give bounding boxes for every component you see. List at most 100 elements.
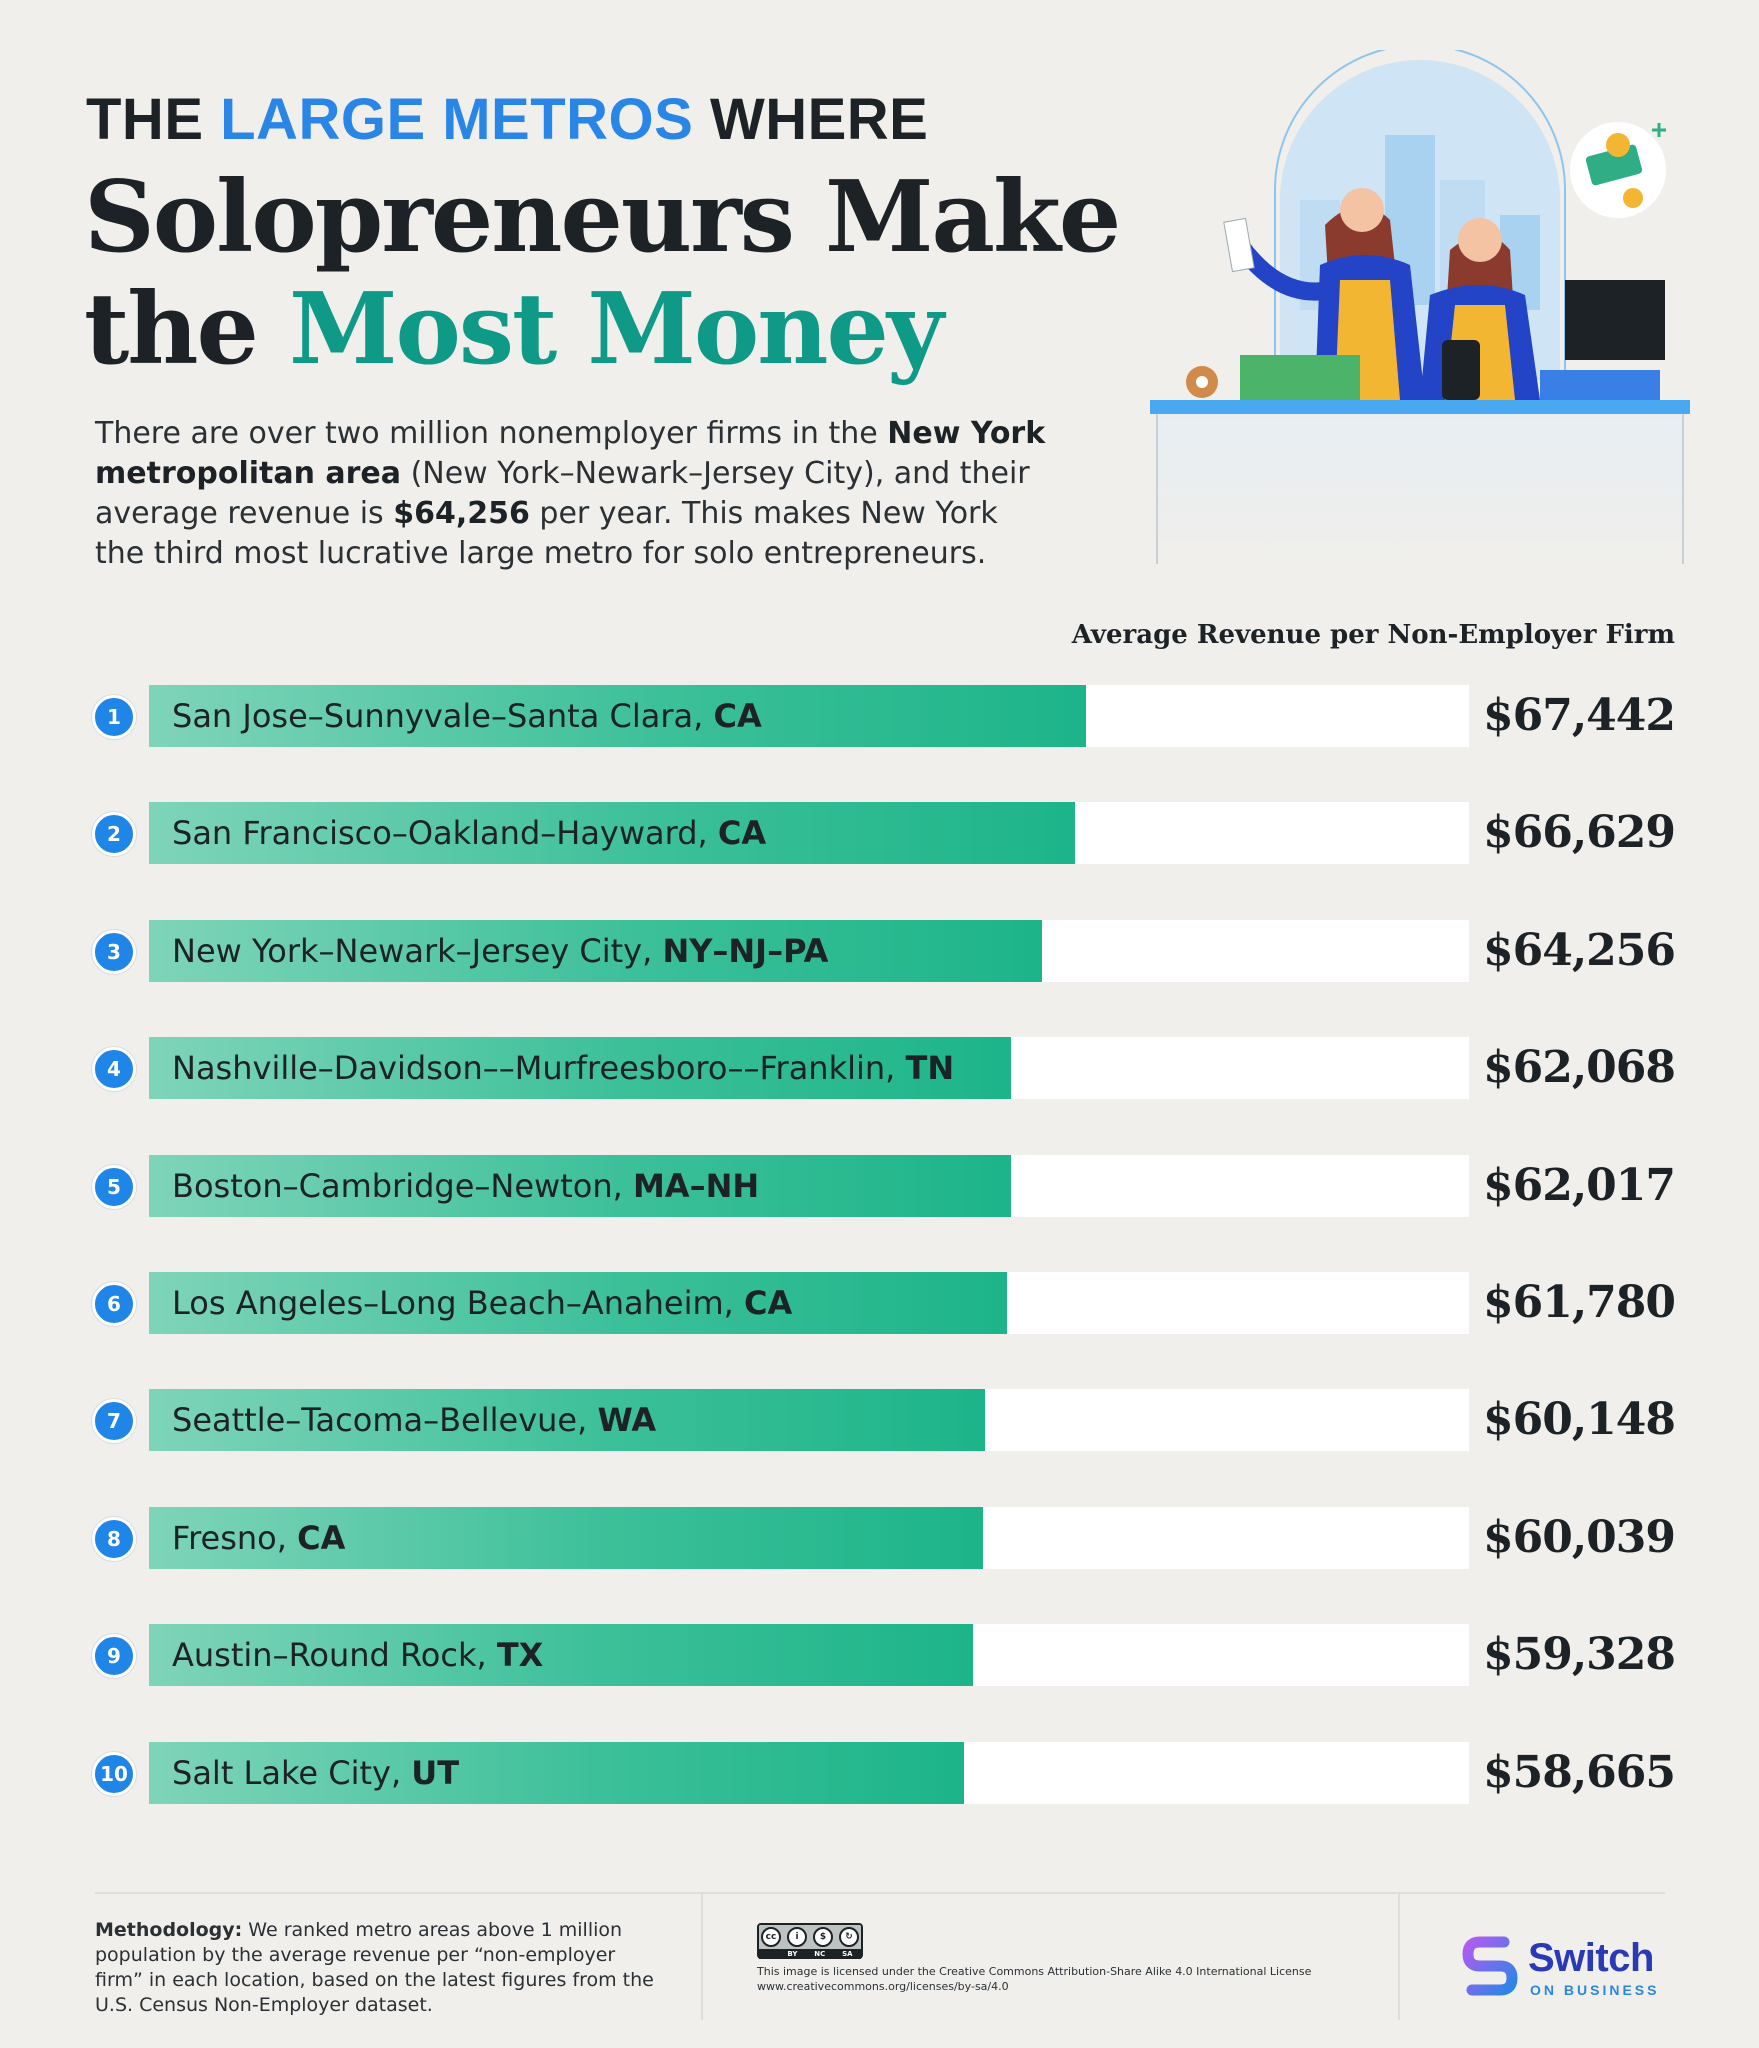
bar (149, 685, 1087, 747)
metro-name: New York–Newark–Jersey City, (172, 931, 663, 970)
title-line-3-accent: Most Money (289, 272, 944, 387)
intro-paragraph: There are over two million nonemployer f… (95, 414, 1055, 574)
bar (149, 1506, 984, 1569)
bar (149, 1272, 1008, 1334)
chart-row: 2 San Francisco–Oakland–Hayward, CA $66,62… (0, 802, 1759, 865)
metro-state: CA (297, 1518, 346, 1557)
metro-name: Nashville–Davidson––Murfreesboro––Frankl… (172, 1049, 906, 1088)
rank-badge: 10 (92, 1751, 136, 1796)
receipt (1223, 217, 1255, 273)
cash-bill (1585, 144, 1643, 186)
metro-state: CA (717, 814, 767, 853)
plus-sign (1652, 123, 1666, 137)
chart-row: 1 San Jose–Sunnyvale–Santa Clara, CA $67,4… (0, 685, 1759, 747)
bar (149, 802, 1075, 865)
bar (149, 919, 1042, 982)
register-base (1540, 370, 1660, 400)
metro-name: San Francisco–Oakland–Hayward, (172, 814, 718, 853)
by-icon: i (787, 1927, 807, 1947)
chart-column-header: Average Revenue per Non-Employer Firm (1071, 620, 1675, 650)
rank-badge: 3 (92, 929, 136, 974)
value-label: $62,068 (1482, 1042, 1676, 1094)
bar-label: New York–Newark–Jersey City, NY–NJ–PA (172, 920, 828, 982)
counter-top (1150, 400, 1690, 414)
bottle (1442, 340, 1480, 400)
cc-label-by: BY (787, 1950, 798, 1958)
methodology-text: We ranked metro areas above 1 million po… (95, 1919, 654, 2016)
rank-badge: 6 (92, 1282, 136, 1326)
metro-state: TX (496, 1636, 544, 1675)
value-label: $62,017 (1482, 1159, 1676, 1211)
license-url[interactable]: www.creativecommons.org/licenses/by-sa/4… (757, 1980, 1009, 1993)
bar-label: Nashville–Davidson––Murfreesboro––Frankl… (172, 1037, 954, 1099)
chart-row: 3 New York–Newark–Jersey City, NY–NJ–PA $6… (0, 919, 1759, 982)
cc-icon: cc (761, 1927, 781, 1947)
title-prefix: THE (86, 87, 221, 152)
cc-label-sa: SA (842, 1950, 853, 1958)
metro-name: Austin–Round Rock, (172, 1636, 497, 1675)
value-label: $60,039 (1482, 1511, 1676, 1563)
chart-row: 6 Los Angeles–Long Beach–Anaheim, CA $61,7… (0, 1272, 1759, 1334)
sa-icon: ↻ (839, 1927, 859, 1947)
rank-badge: 2 (92, 812, 136, 857)
title-accent: LARGE METROS (220, 87, 694, 152)
title-line-3-prefix: the (84, 272, 289, 387)
chart-row: 7 Seattle–Tacoma–Bellevue, WA $60,148 (0, 1389, 1759, 1452)
license-line-1: This image is licensed under the Creativ… (757, 1965, 1312, 1978)
switch-logo-icon (1462, 1936, 1518, 1996)
metro-state: TN (905, 1049, 955, 1088)
value-label: $67,442 (1482, 690, 1676, 741)
metro-name: Boston–Cambridge–Newton, (172, 1166, 633, 1205)
metro-name: Salt Lake City, (172, 1753, 412, 1792)
value-label: $64,256 (1482, 924, 1676, 976)
shop-illustration (1150, 50, 1690, 564)
methodology-label: Methodology: (95, 1919, 243, 1941)
bar-label: Los Angeles–Long Beach–Anaheim, CA (172, 1272, 792, 1334)
metro-state: UT (411, 1753, 460, 1792)
footer-divider-2 (1398, 1892, 1400, 2020)
rank-badge: 8 (92, 1516, 136, 1561)
brand-name: Switch (1528, 1936, 1654, 1980)
register-screen (1565, 280, 1665, 360)
metro-state: NY–NJ–PA (662, 931, 829, 970)
title-line-2: Solopreneurs Make (84, 160, 1121, 275)
intro-text-3: per year. This makes New York the third … (95, 496, 998, 571)
bar (149, 1624, 974, 1687)
rank-badge: 7 (92, 1399, 136, 1444)
bar-label: San Francisco–Oakland–Hayward, CA (172, 802, 766, 864)
rank-badge: 4 (92, 1047, 136, 1092)
footer-divider-1 (701, 1892, 703, 2020)
bar (149, 1389, 985, 1452)
metro-name: Los Angeles–Long Beach–Anaheim, (172, 1284, 744, 1322)
methodology-note: Methodology: We ranked metro areas above… (95, 1918, 655, 2018)
chart-row: 5 Boston–Cambridge–Newton, MA–NH $62,017 (0, 1154, 1759, 1217)
metro-name: Fresno, (172, 1518, 298, 1557)
brand-tagline: ON BUSINESS (1530, 1982, 1660, 1998)
green-box (1240, 355, 1360, 400)
counter-front (1157, 414, 1683, 564)
footer-divider (95, 1892, 1665, 1894)
chart-row: 9 Austin–Round Rock, TX $59,328 (0, 1624, 1759, 1687)
bar-label: Fresno, CA (172, 1507, 345, 1569)
bar-label: Boston–Cambridge–Newton, MA–NH (172, 1155, 759, 1217)
metro-state: WA (597, 1401, 657, 1440)
rank-badge: 1 (92, 695, 136, 739)
creative-commons-badge[interactable]: cc i $ ↻ BY NC SA (757, 1923, 863, 1959)
metro-state: CA (713, 697, 762, 735)
cc-label-nc: NC (814, 1950, 826, 1958)
value-label: $60,148 (1482, 1394, 1676, 1446)
tape-roll-hole (1196, 376, 1208, 388)
value-label: $66,629 (1482, 807, 1676, 859)
bar (149, 1741, 965, 1804)
woman-1-face (1340, 188, 1384, 232)
bar-label: San Jose–Sunnyvale–Santa Clara, CA (172, 685, 762, 747)
bar-label: Seattle–Tacoma–Bellevue, WA (172, 1389, 656, 1451)
license-text: This image is licensed under the Creativ… (757, 1964, 1397, 1994)
title-suffix: WHERE (693, 87, 929, 152)
metro-name: San Jose–Sunnyvale–Santa Clara, (172, 697, 714, 735)
rank-badge: 5 (92, 1164, 136, 1209)
metro-state: MA–NH (632, 1166, 760, 1205)
rank-badge: 9 (92, 1634, 136, 1679)
woman-2-face (1458, 218, 1502, 262)
intro-bold-1: New York metropolitan area (95, 416, 1046, 491)
